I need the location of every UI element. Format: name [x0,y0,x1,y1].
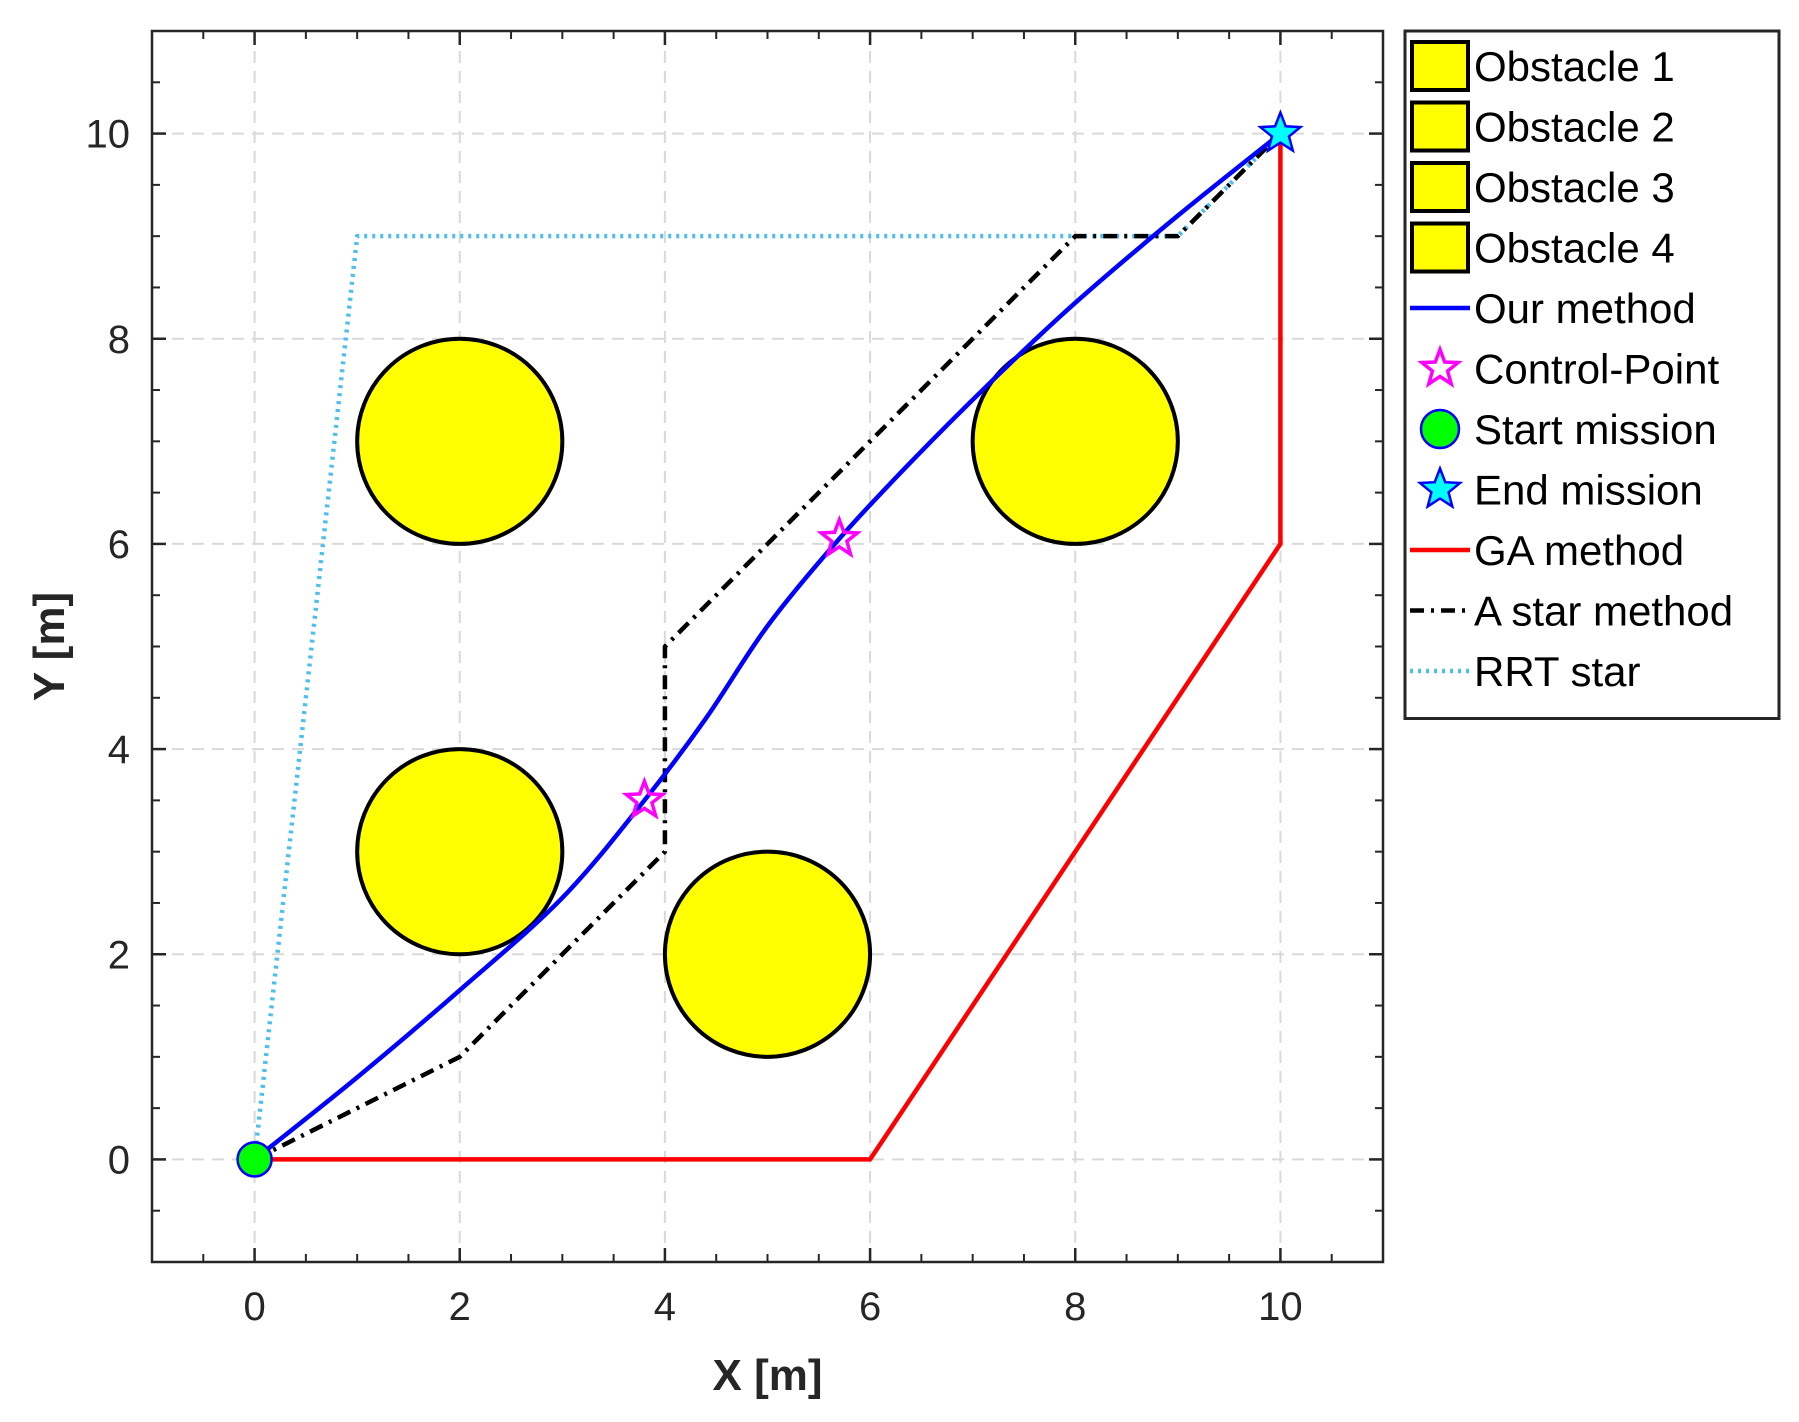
end-mission-marker [1257,109,1304,154]
legend-icon-obstacle-3 [1410,161,1470,213]
legend-icon-start-mission [1419,408,1461,450]
obstacle-obstacle-2 [355,747,565,957]
legend: Obstacle 1 Obstacle 2 Obstacle 3 Obstacle 4… [1403,29,1781,720]
x-tick-label: 4 [654,1285,676,1329]
y-tick-label: 4 [108,728,130,772]
y-axis-ticks: 0 2 4 6 8 10 [86,113,1383,1182]
legend-label-rrt-star: RRT star [1474,648,1640,695]
legend-label-obstacle-2: Obstacle 2 [1474,104,1675,151]
legend-icon-obstacle-2 [1410,100,1470,153]
legend-icon-end-mission [1416,465,1464,510]
control-point-marker [621,776,668,820]
series-rrt-star [252,131,1283,1160]
y-tick-label: 8 [108,318,130,362]
y-tick-label: 6 [108,523,130,567]
minor-ticks [152,31,1383,1262]
legend-label-a-star-method: A star method [1474,588,1733,635]
legend-label-obstacle-3: Obstacle 3 [1474,164,1675,211]
series-a-star-method [253,131,1283,1162]
x-tick-label: 6 [859,1285,881,1329]
y-axis-label: Y [m] [25,592,74,701]
start-mission-marker [236,1141,273,1178]
y-tick-label: 2 [108,933,130,977]
legend-label-control-point: Control-Point [1474,346,1719,393]
series-lines [252,131,1283,1162]
x-tick-label: 0 [243,1285,265,1329]
x-axis-label: X [m] [713,1351,823,1400]
legend-label-our-method: Our method [1474,285,1696,332]
legend-icon-obstacle-4 [1410,221,1470,274]
series-our-method [253,131,1282,1162]
obstacles [355,336,1180,1059]
obstacle-obstacle-1 [355,336,565,546]
y-tick-label: 10 [86,113,131,157]
markers [236,109,1304,1178]
series-ga-method [254,133,1283,1162]
legend-label-end-mission: End mission [1474,467,1703,514]
y-tick-label: 0 [108,1138,130,1182]
control-point-marker [816,514,863,559]
obstacle-obstacle-4 [970,336,1180,546]
x-tick-label: 2 [449,1285,471,1329]
legend-label-obstacle-4: Obstacle 4 [1474,225,1675,272]
obstacle-obstacle-3 [662,849,873,1059]
x-axis-ticks: 0 2 4 6 8 10 [243,31,1303,1329]
x-tick-label: 8 [1064,1285,1086,1329]
legend-label-obstacle-1: Obstacle 1 [1474,43,1675,90]
x-tick-label: 10 [1258,1285,1303,1329]
legend-icon-control-point [1417,344,1463,388]
legend-label-start-mission: Start mission [1474,406,1717,453]
legend-label-ga-method: GA method [1474,527,1684,574]
legend-icon-obstacle-1 [1410,40,1470,92]
plot-area: 0 2 4 6 8 10 0 2 4 6 8 10 [86,29,1385,1329]
